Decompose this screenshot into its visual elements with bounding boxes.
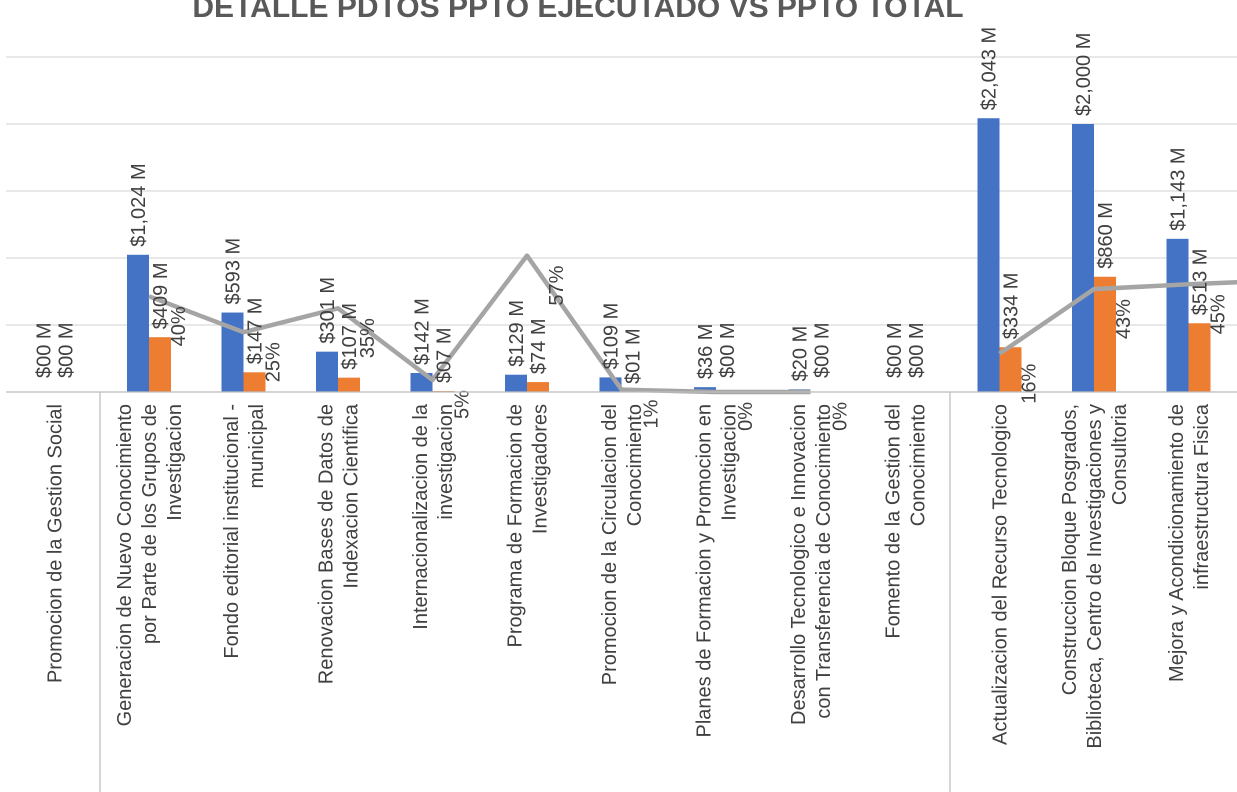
bar-presupuesto-total [1166, 238, 1189, 392]
bar-presupuesto-total [127, 254, 149, 392]
category-label: Indexacion Cientifica [341, 403, 363, 588]
data-label-total: $129 M [506, 300, 528, 367]
category-label: Promocion de la Gestion Social [45, 404, 67, 683]
data-label-ejecutado: $00 M [906, 322, 928, 378]
data-label-total: $00 M [34, 322, 56, 378]
data-label-total: $1,024 M [128, 163, 150, 246]
bar-presupuesto-total [1072, 124, 1094, 392]
bar-presupuesto-total [316, 351, 338, 392]
bar-presupuesto-ejecutado [149, 337, 171, 392]
data-label-total: $2,043 M [979, 27, 1001, 110]
data-label-percentage: 25% [263, 342, 285, 382]
data-label-total: $593 M [223, 238, 245, 305]
data-label-ejecutado: $07 M [434, 327, 456, 383]
category-label: Conocimiento [624, 404, 646, 526]
data-label-percentage: 43% [1113, 299, 1135, 339]
data-label-percentage: 40% [168, 306, 190, 346]
category-label: Promocion de la Circulacion del [599, 404, 621, 685]
data-label-percentage: 16% [1019, 363, 1041, 403]
data-label-percentage: 57% [546, 265, 568, 305]
chart-title: DETALLE PDTOS PPTO EJECUTADO VS PPTO TOT… [192, 0, 963, 24]
category-label: Actualizacion del Recurso Tecnologico [990, 404, 1012, 745]
data-label-percentage: 5% [452, 390, 474, 419]
data-label-total: $1,143 M [1168, 147, 1190, 230]
data-label-total: $36 M [695, 324, 717, 380]
data-label-total: $142 M [412, 298, 434, 365]
category-label: investigacion [435, 404, 457, 520]
bar-presupuesto-total [977, 118, 1000, 392]
data-label-percentage: 45% [1208, 294, 1230, 334]
data-label-percentage: 0% [830, 402, 852, 431]
category-label: Construccion Bloque Posgrados, [1059, 404, 1081, 695]
data-label-ejecutado: $409 M [150, 262, 172, 329]
bars [127, 118, 1211, 392]
category-label: Desarrollo Tecnologico e Innovacion [788, 404, 810, 725]
data-label-total: $109 M [601, 303, 623, 370]
category-label: Conocimiento [908, 404, 930, 526]
category-label: Biblioteca, Centro de Investigaciones y [1084, 404, 1106, 749]
data-label-ejecutado: $74 M [528, 318, 550, 374]
data-label-ejecutado: $107 M [339, 303, 361, 370]
category-label: municipal [246, 404, 268, 488]
data-label-total: $301 M [317, 277, 339, 344]
data-label-ejecutado: $01 M [623, 328, 645, 384]
category-label: Investigacion [164, 404, 186, 521]
data-label-total: $00 M [884, 322, 906, 378]
bar-presupuesto-ejecutado [243, 372, 266, 392]
data-labels: $00 M $00 M$1,024 M$409 M $593 M$147 M $301… [34, 27, 1230, 431]
bar-presupuesto-total [505, 374, 527, 392]
data-label-ejecutado: $00 M [717, 322, 739, 378]
x-axis: Promocion de la Gestion Social Generacion… [6, 391, 1237, 792]
category-label: Fomento de la Gestion del [883, 404, 905, 639]
category-label: Programa de Formacion de [505, 404, 527, 647]
category-label: infraestructura Fisica [1191, 403, 1213, 589]
category-label: Generacion de Nuevo Conocimiento [114, 404, 136, 726]
bar-presupuesto-ejecutado [338, 377, 360, 392]
data-label-ejecutado: $513 M [1190, 249, 1212, 316]
category-label: Internacionalizacion de la [410, 403, 432, 630]
data-label-percentage: 35% [357, 318, 379, 358]
data-label-percentage: 1% [641, 399, 663, 428]
category-label: Renovacion Bases de Datos de [316, 404, 338, 684]
bar-presupuesto-ejecutado [1094, 276, 1116, 392]
category-label: Mejora y Acondicionamiento de [1166, 404, 1188, 682]
data-label-ejecutado: $334 M [1001, 273, 1023, 340]
category-label: Investigadores [530, 404, 552, 534]
data-label-ejecutado: $00 M [56, 322, 78, 378]
data-label-ejecutado: $147 M [245, 298, 267, 365]
data-label-ejecutado: $860 M [1095, 202, 1117, 269]
category-label: Fondo editorial institucional - [221, 404, 243, 659]
data-label-total: $20 M [790, 326, 812, 382]
category-label: Consultoria [1109, 403, 1131, 505]
data-label-total: $2,000 M [1073, 33, 1095, 116]
bar-presupuesto-ejecutado [999, 347, 1022, 392]
data-label-percentage: 0% [735, 402, 757, 431]
category-label: Planes de Formacion y Promocion en [694, 404, 716, 738]
category-label: con Transferencia de Conocimiento [813, 404, 835, 719]
line-percentage [998, 280, 1237, 356]
category-label: por Parte de los Grupos de [139, 404, 161, 644]
category-label: Investigacion [719, 404, 741, 521]
bar-presupuesto-ejecutado [1188, 323, 1211, 392]
data-label-ejecutado: $00 M [812, 322, 834, 378]
bar-presupuesto-ejecutado [527, 382, 549, 392]
